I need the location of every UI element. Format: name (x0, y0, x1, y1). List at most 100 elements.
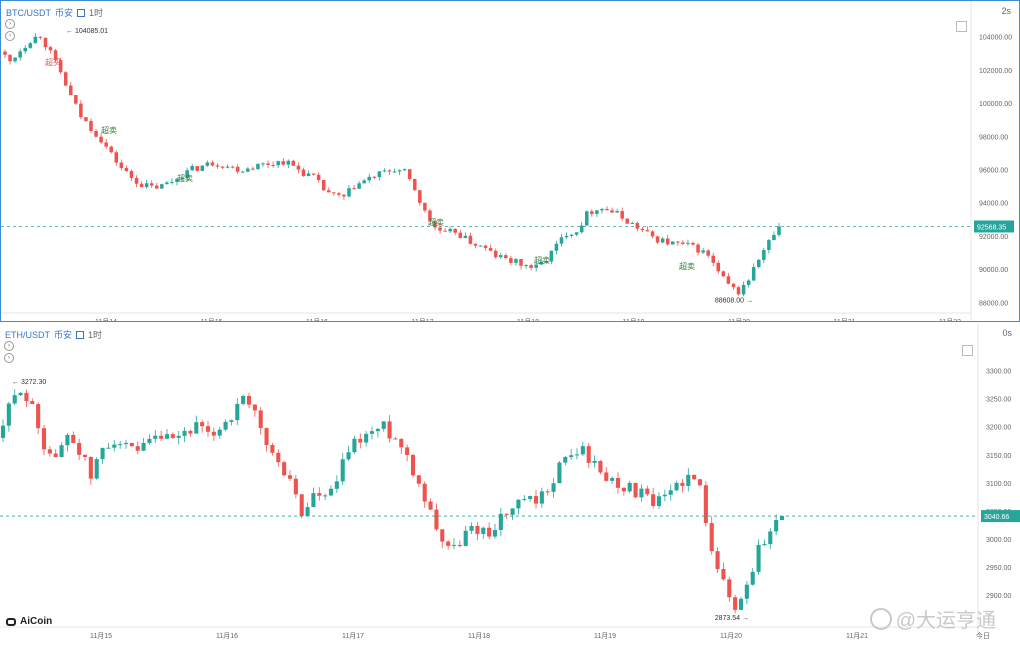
candle-body (483, 245, 488, 249)
candle-body (144, 183, 149, 188)
candle-body (605, 209, 609, 211)
candle-body (493, 250, 498, 258)
candle-body (451, 544, 457, 546)
y-tick-label: 2900.00 (986, 593, 1011, 600)
candle-body (372, 176, 377, 178)
btc-market: 币安 (55, 8, 74, 18)
edit-icon[interactable] (77, 8, 86, 17)
candle-body (514, 259, 518, 263)
candle-body (246, 168, 250, 172)
candle-body (287, 475, 293, 479)
candle-body (134, 177, 139, 184)
candle-body (112, 444, 117, 448)
candle-body (24, 392, 29, 402)
candle-body (387, 170, 392, 172)
candle-body (124, 167, 129, 172)
candle-body (293, 478, 298, 495)
candle-body (639, 488, 644, 498)
eth-candlestick-chart[interactable]: 3300.003250.003200.003150.003100.003050.… (0, 323, 1020, 645)
candle-body (316, 174, 321, 181)
candle-body (443, 230, 447, 232)
candle-body (736, 287, 741, 295)
eth-timeframe[interactable]: 1时 (88, 330, 103, 340)
candle-body (123, 442, 129, 445)
candle-body (211, 431, 216, 436)
candle-body (205, 162, 210, 166)
settings-icon[interactable]: › (5, 31, 15, 41)
candle-body (706, 250, 710, 256)
candle-body (129, 442, 134, 447)
candle-body (600, 209, 604, 211)
low-price-label: 88608.00 → (715, 297, 753, 304)
candle-body (334, 481, 339, 489)
y-tick-label: 2950.00 (986, 565, 1011, 572)
btc-symbol[interactable]: BTC/USDT (6, 7, 51, 18)
candle-body (762, 249, 766, 260)
overbought-oversold-label: 超买 (45, 57, 61, 67)
candle-body (733, 597, 738, 610)
candle-body (564, 235, 569, 238)
candle-body (721, 271, 726, 277)
toggle-icon[interactable]: › (5, 19, 15, 29)
btc-chart-panel[interactable]: BTC/USDT 币安 1时 2s › › 104000.00 102000.00… (0, 0, 1020, 322)
x-tick-label: 11月19 (622, 318, 644, 321)
candle-body (311, 173, 316, 175)
candle-body (668, 490, 673, 495)
candle-body (563, 457, 568, 463)
candle-body (41, 428, 47, 450)
candle-body (559, 237, 564, 244)
candle-body (746, 280, 751, 285)
btc-timeframe[interactable]: 1时 (89, 8, 104, 18)
candle-body (633, 482, 638, 498)
btc-countdown: 2s (1001, 6, 1011, 16)
y-tick-label: 3200.00 (986, 425, 1011, 432)
candle-body (751, 267, 756, 281)
current-price-tag (974, 220, 1014, 233)
overbought-oversold-label: 超卖 (679, 261, 695, 271)
candle-body (195, 166, 200, 171)
candle-body (296, 165, 301, 170)
candle-body (200, 165, 205, 171)
candle-body (574, 454, 580, 456)
candle-body (569, 234, 574, 236)
candle-body (357, 183, 361, 189)
candle-body (440, 529, 445, 542)
x-tick-label: 11月17 (411, 318, 433, 321)
candle-body (164, 434, 170, 439)
candle-body (352, 438, 357, 453)
candle-body (692, 474, 697, 480)
candle-body (175, 178, 179, 182)
candle-body (358, 438, 363, 443)
candle-body (220, 166, 225, 168)
y-tick-label: 96000.00 (979, 167, 1008, 174)
toggle-icon[interactable]: › (4, 341, 14, 351)
candle-body (463, 235, 468, 238)
candle-body (6, 403, 11, 426)
overbought-oversold-label: 超卖 (177, 173, 193, 183)
candle-body (457, 544, 462, 547)
eth-symbol[interactable]: ETH/USDT (5, 329, 50, 340)
candle-body (89, 120, 93, 132)
y-tick-label: 104000.00 (979, 35, 1012, 42)
candle-body (48, 47, 53, 51)
candle-body (557, 462, 562, 484)
candle-body (299, 494, 304, 516)
candle-body (569, 455, 574, 458)
candle-body (473, 243, 478, 246)
candle-body (367, 176, 372, 181)
settings-icon[interactable]: › (4, 353, 14, 363)
eth-chart-panel[interactable]: ETH/USDT 币安 1时 0s › › 3300.00 3250.00 3200… (0, 323, 1020, 645)
btc-symbol-bar: BTC/USDT 币安 1时 (6, 6, 103, 19)
expand-icon[interactable] (956, 21, 967, 32)
btc-candlestick-chart[interactable]: 104000.00 102000.00 100000.00 98000.00 96000… (1, 1, 1019, 321)
edit-icon[interactable] (76, 330, 85, 339)
x-tick-label: 今日 (976, 631, 990, 640)
candle-body (522, 499, 527, 501)
expand-icon[interactable] (962, 345, 973, 356)
candle-body (433, 220, 437, 228)
candle-body (364, 433, 369, 443)
candle-body (190, 166, 194, 171)
x-tick-label: 11月18 (517, 318, 539, 321)
candle-body (463, 530, 468, 547)
candle-body (438, 227, 442, 231)
